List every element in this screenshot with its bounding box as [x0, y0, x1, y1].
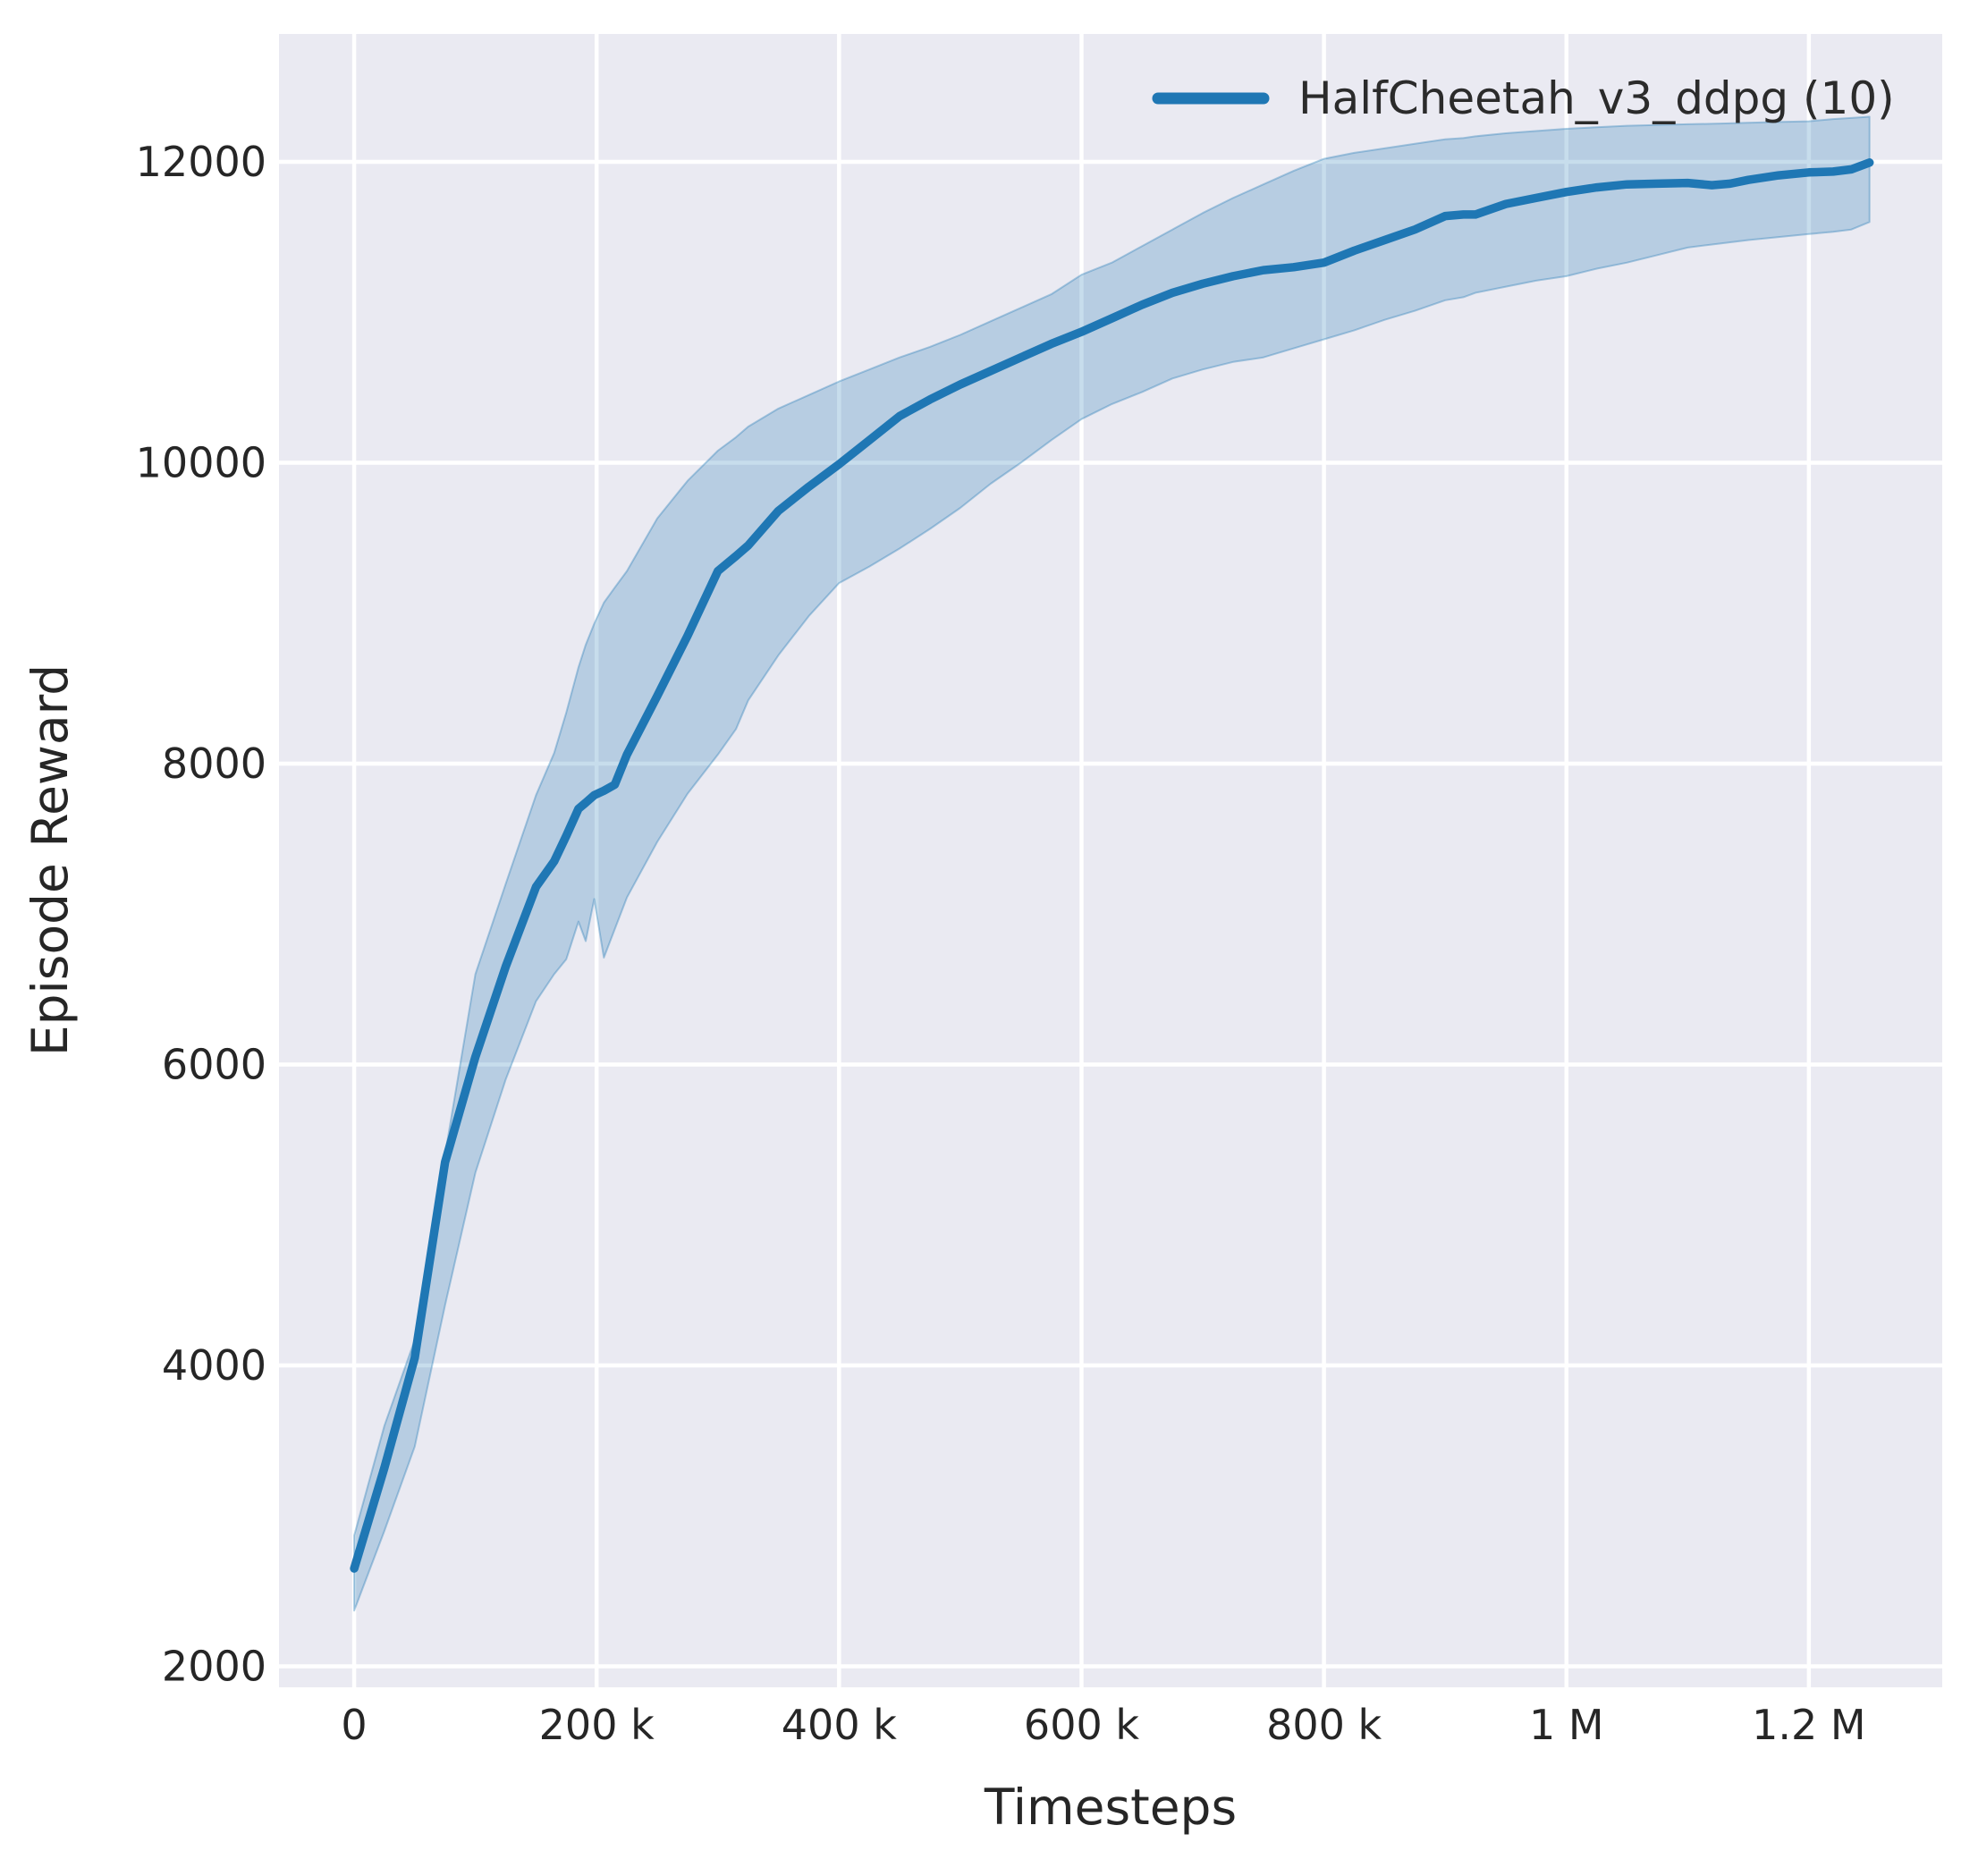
- x-tick-label: 200 k: [539, 1701, 655, 1749]
- confidence-band-fill: [353, 115, 1871, 1612]
- gridlines: [279, 34, 1942, 1687]
- confidence-band: [353, 115, 1871, 1612]
- y-tick-label: 10000: [136, 438, 266, 486]
- y-tick-labels: 2000 4000 6000 8000 10000 12000: [136, 138, 266, 1690]
- x-tick-label: 1 M: [1529, 1701, 1604, 1749]
- legend: HalfCheetah_v3_ddpg (10): [1152, 72, 1895, 124]
- x-tick-labels: 0 200 k 400 k 600 k 800 k 1 M 1.2 M: [341, 1701, 1865, 1749]
- x-tick-label: 0: [341, 1701, 367, 1749]
- x-tick-label: 400 k: [782, 1701, 897, 1749]
- y-tick-label: 12000: [136, 138, 266, 186]
- y-axis-label: Episode Reward: [21, 664, 79, 1056]
- x-tick-label: 600 k: [1024, 1701, 1139, 1749]
- mean-line-group: [350, 158, 1874, 1573]
- x-axis-label: Timesteps: [984, 1779, 1237, 1836]
- legend-label: HalfCheetah_v3_ddpg (10): [1298, 72, 1895, 124]
- x-tick-label: 800 k: [1266, 1701, 1382, 1749]
- y-tick-label: 4000: [162, 1341, 266, 1390]
- y-tick-label: 2000: [162, 1642, 266, 1690]
- y-tick-label: 6000: [162, 1040, 266, 1088]
- x-tick-label: 1.2 M: [1752, 1701, 1865, 1749]
- mean-line: [350, 158, 1874, 1573]
- y-tick-label: 8000: [162, 739, 266, 788]
